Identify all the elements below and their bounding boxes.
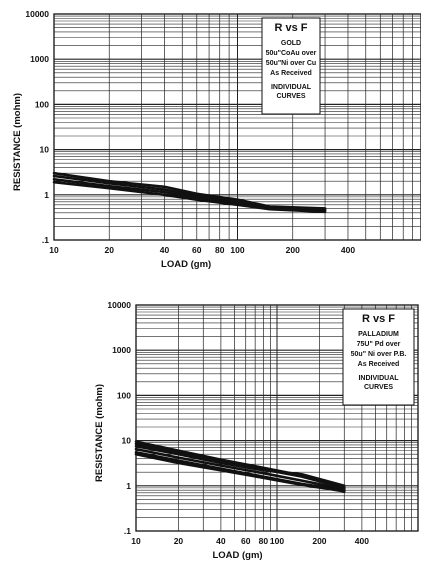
chart-1-x-tick-label: 60 xyxy=(241,536,251,546)
chart-0-legend-line: R vs F xyxy=(274,22,307,34)
chart-1-x-tick-label: 20 xyxy=(174,536,184,546)
chart-1-x-tick-label: 10 xyxy=(131,536,141,546)
chart-0-x-tick-label: 40 xyxy=(160,245,170,255)
chart-1-legend-line: CURVES xyxy=(364,384,393,391)
chart-0-y-tick-label: .1 xyxy=(42,235,49,245)
chart-0-y-tick-label: 10 xyxy=(40,145,50,155)
chart-1-x-tick-label: 100 xyxy=(270,536,284,546)
chart-0-x-tick-label: 60 xyxy=(192,245,202,255)
chart-1-legend-line: As Received xyxy=(358,361,400,368)
chart-gold: .1 1 10 100 1000 10000 10 20 40 60 80 100 200 400 LOAD… xyxy=(12,9,421,270)
chart-1-legend-line: PALLADIUM xyxy=(358,331,399,338)
chart-0-y-axis-label: RESISTANCE (mohm) xyxy=(12,93,23,191)
chart-1-x-tick-label: 200 xyxy=(312,536,326,546)
chart-1-y-tick-label: .1 xyxy=(124,526,131,536)
chart-0-legend-line: 50u"Ni over Cu xyxy=(266,60,316,67)
chart-0-x-tick-label: 20 xyxy=(105,245,115,255)
chart-0-legend-box: R vs F GOLD 50u"CoAu over 50u"Ni over Cu As … xyxy=(261,17,321,115)
chart-1-legend-line: R vs F xyxy=(362,313,395,325)
chart-0-y-tick-label: 100 xyxy=(35,99,49,109)
chart-1-legend-box: R vs F PALLADIUM 75U" Pd over 50u" Ni over … xyxy=(342,308,415,406)
chart-1-legend-line: 75U" Pd over xyxy=(357,341,401,348)
chart-0-legend-line: INDIVIDUAL xyxy=(271,84,312,91)
chart-0-x-tick-label: 100 xyxy=(230,245,244,255)
chart-0-x-tick-label: 400 xyxy=(341,245,355,255)
chart-1-x-axis-label: LOAD (gm) xyxy=(212,550,262,561)
chart-0-x-axis-label: LOAD (gm) xyxy=(161,259,211,270)
chart-0-y-tick-label: 1 xyxy=(44,190,49,200)
chart-0-legend-line: GOLD xyxy=(281,40,301,47)
chart-1-x-tick-label: 40 xyxy=(216,536,226,546)
chart-0-grid xyxy=(54,14,421,240)
chart-1-curve-3 xyxy=(134,447,346,491)
chart-1-y-tick-label: 100 xyxy=(117,390,131,400)
chart-0-legend-line: CURVES xyxy=(276,93,305,100)
chart-1-legend-line: 50u" Ni over P.B. xyxy=(351,351,407,358)
chart-0-x-tick-label: 80 xyxy=(215,245,225,255)
chart-1-y-tick-label: 1 xyxy=(126,481,131,491)
chart-1-legend-frame xyxy=(342,308,415,406)
chart-0-y-tick-label: 1000 xyxy=(30,54,49,64)
chart-1-x-tick-label: 400 xyxy=(355,536,369,546)
chart-0-x-tick-label: 200 xyxy=(286,245,300,255)
chart-1-x-tick-label: 80 xyxy=(259,536,269,546)
chart-0-curve-3 xyxy=(52,180,327,214)
chart-1-y-tick-label: 10 xyxy=(122,436,132,446)
chart-1-legend-line: INDIVIDUAL xyxy=(358,375,399,382)
chart-0-x-tick-label: 10 xyxy=(49,245,59,255)
chart-1-y-tick-label: 1000 xyxy=(112,345,131,355)
chart-0-curves xyxy=(52,171,327,214)
chart-1-curves xyxy=(134,440,346,493)
chart-0-legend-line: As Received xyxy=(270,70,312,77)
chart-1-curve-1 xyxy=(134,442,346,490)
chart-1-y-tick-label: 10000 xyxy=(107,300,131,310)
chart-0-legend-frame xyxy=(261,17,321,115)
chart-0-legend-line: 50u"CoAu over xyxy=(266,50,317,57)
chart-0-y-tick-label: 10000 xyxy=(25,9,49,19)
chart-1-curve-2 xyxy=(134,444,346,488)
chart-1-y-axis-label: RESISTANCE (mohm) xyxy=(94,384,105,482)
chart-1-curve-5 xyxy=(134,452,346,493)
